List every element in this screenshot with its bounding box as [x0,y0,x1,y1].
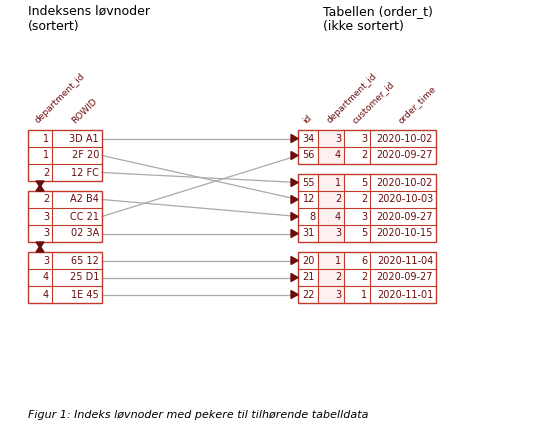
Text: id: id [302,113,314,125]
Text: ROWID: ROWID [70,96,100,125]
Bar [28,191,102,242]
Text: 5: 5 [361,178,367,187]
Text: 55: 55 [302,178,315,187]
Text: 3: 3 [361,212,367,222]
Text: Figur 1: Indeks løvnoder med pekere til tilhørende tabelldata: Figur 1: Indeks løvnoder med pekere til … [28,410,369,420]
Text: 3: 3 [43,255,49,266]
Text: 2: 2 [335,273,341,283]
Text: 3: 3 [335,229,341,238]
Polygon shape [291,152,298,159]
Text: 3D A1: 3D A1 [69,133,99,143]
Text: 2: 2 [361,194,367,204]
Text: 12 FC: 12 FC [71,168,99,178]
Text: 6: 6 [361,255,367,266]
Text: 4: 4 [335,212,341,222]
Text: 4: 4 [43,273,49,283]
Polygon shape [36,181,44,187]
Text: 2020-09-27: 2020-09-27 [377,273,433,283]
Text: 65 12: 65 12 [71,255,99,266]
Text: 3: 3 [335,289,341,299]
Text: 1: 1 [43,133,49,143]
Bar [318,130,344,164]
Polygon shape [36,185,44,191]
Bar [318,174,344,242]
Bar [298,174,436,242]
Text: 1E 45: 1E 45 [71,289,99,299]
Polygon shape [291,290,298,299]
Polygon shape [291,229,298,238]
Bar [28,252,102,303]
Text: CC 21: CC 21 [70,212,99,222]
Text: 2020-10-02: 2020-10-02 [377,178,433,187]
Text: 2020-11-04: 2020-11-04 [377,255,433,266]
Polygon shape [36,242,44,248]
Text: 25 D1: 25 D1 [69,273,99,283]
Bar [298,252,436,303]
Text: 8: 8 [309,212,315,222]
Text: 3: 3 [361,133,367,143]
Text: A2 B4: A2 B4 [70,194,99,204]
Text: 2020-09-27: 2020-09-27 [377,212,433,222]
Text: 12: 12 [302,194,315,204]
Text: 2: 2 [43,194,49,204]
Text: 1: 1 [335,255,341,266]
Polygon shape [291,178,298,187]
Text: Tabellen (order_t)
(ikke sortert): Tabellen (order_t) (ikke sortert) [323,5,433,33]
Text: order_time: order_time [397,84,438,125]
Text: 3: 3 [43,229,49,238]
Text: 2: 2 [43,168,49,178]
Text: 02 3A: 02 3A [71,229,99,238]
Text: Indeksens løvnoder
(sortert): Indeksens løvnoder (sortert) [28,5,150,33]
Text: department_id: department_id [34,72,87,125]
Polygon shape [291,257,298,264]
Text: 3: 3 [43,212,49,222]
Text: 3: 3 [335,133,341,143]
Text: 2: 2 [361,273,367,283]
Text: 2F 20: 2F 20 [72,150,99,161]
Text: customer_id: customer_id [351,79,397,125]
Bar [318,252,344,303]
Text: 2020-11-01: 2020-11-01 [377,289,433,299]
Text: 34: 34 [303,133,315,143]
Text: 2020-09-27: 2020-09-27 [377,150,433,161]
Text: 2: 2 [335,194,341,204]
Text: 2020-10-15: 2020-10-15 [377,229,433,238]
Text: 21: 21 [302,273,315,283]
Text: 22: 22 [302,289,315,299]
Bar [298,130,436,164]
Bar [28,130,102,181]
Text: 1: 1 [361,289,367,299]
Text: 5: 5 [361,229,367,238]
Text: department_id: department_id [324,72,378,125]
Polygon shape [36,246,44,252]
Polygon shape [291,134,298,143]
Text: 1: 1 [335,178,341,187]
Text: 4: 4 [335,150,341,161]
Text: 20: 20 [302,255,315,266]
Text: 2: 2 [361,150,367,161]
Text: 31: 31 [303,229,315,238]
Text: 56: 56 [302,150,315,161]
Polygon shape [291,273,298,282]
Text: 2020-10-02: 2020-10-02 [377,133,433,143]
Text: 1: 1 [43,150,49,161]
Polygon shape [291,213,298,220]
Text: 2020-10-03: 2020-10-03 [377,194,433,204]
Polygon shape [291,196,298,203]
Text: 4: 4 [43,289,49,299]
